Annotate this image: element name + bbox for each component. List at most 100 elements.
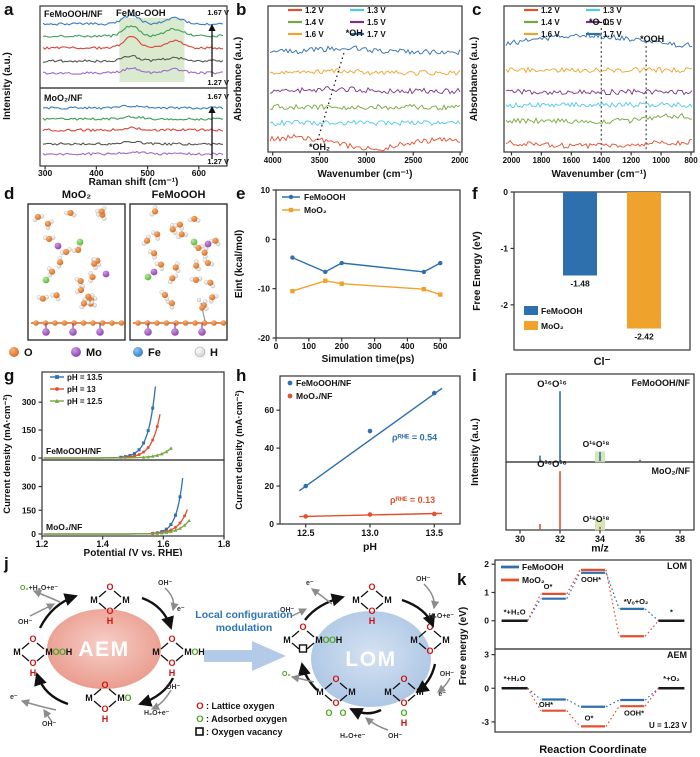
cycle-arrow <box>349 707 382 720</box>
raman-curves-femoooh <box>42 13 224 75</box>
svg-text:M: M <box>283 635 291 645</box>
subpanel-title: FeMoOOH/NF <box>632 378 691 388</box>
svg-text:O: O <box>368 582 375 592</box>
x-tick: 300 <box>38 168 52 178</box>
ph-series-FeMoOOHNF: ρᴿᴴᴱ = 0.54 <box>298 387 443 492</box>
y-tick: 60 <box>265 405 275 415</box>
frame <box>275 189 461 339</box>
lom-species-label: OH⁻ <box>440 671 455 678</box>
panel-a: a FeMoOOH/NF FeMo-OOH MoO₂/NF 1.67 V 1.27 V 1… <box>0 0 232 186</box>
legend-text: : Oxygen vacancy <box>206 727 283 737</box>
legend-label: pH = 13.5 <box>67 373 103 382</box>
x-tick: 12.5 <box>297 528 315 538</box>
energy-levels-AEM <box>501 687 685 728</box>
legend-label: FeMoOOH <box>541 306 583 316</box>
y-axis-label: Absorbance (a.u.) <box>233 37 244 121</box>
subpanel-title: MoO₂/NF <box>652 466 691 476</box>
svg-text:M: M <box>117 693 125 703</box>
legend-label: 1.4 V <box>305 18 324 27</box>
species-flow-arrow <box>20 699 57 711</box>
x-tick: 1600 <box>562 156 580 165</box>
svg-text:M: M <box>45 647 53 657</box>
y-axis-label: Free energy (eV) <box>458 607 469 685</box>
md-snapshot-femoooh <box>129 203 228 341</box>
aem-species-label: OH⁻ <box>42 721 57 728</box>
panel-h-canvas: 0 20 40 60 12.5 13.0 13.5 ρᴿᴴᴱ = 0.54 ρᴿᴴᴱ = 0.1… <box>234 375 461 552</box>
y-tick: 150 <box>22 505 36 515</box>
x-axis-label: Potential (V vs. RHE) <box>84 548 183 556</box>
aem-release-label: O₂+H₂O+e⁻ <box>20 585 58 592</box>
atom-legend-item: O <box>9 347 33 359</box>
x-tick: 1400 <box>592 156 610 165</box>
panel-d-canvas: MoO₂ FeMoOOH O Mo Fe H <box>9 189 228 359</box>
svg-text:M: M <box>348 687 356 697</box>
atom-legend-label: Fe <box>148 347 161 359</box>
y-tick: -20 <box>258 333 271 343</box>
vacancy-symbol <box>195 727 204 736</box>
y-tick: 20 <box>265 481 275 491</box>
y-tick: -2 <box>500 300 508 310</box>
panel-d-tag: d <box>4 184 15 203</box>
y-tick: 300 <box>22 482 36 492</box>
peak-label: O¹⁶O¹⁶ <box>537 379 567 390</box>
cycle-arrow <box>297 662 318 691</box>
panel-i: i O¹⁶O¹⁶ O¹⁶O¹⁸ FeMoOOH/NF O¹⁶O¹⁶ O¹⁶O¹⁸ MoO₂… <box>468 366 700 552</box>
cycle-arrow <box>304 593 345 621</box>
svg-text:O: O <box>329 635 336 645</box>
legend-label: 1.7 V <box>603 30 622 39</box>
raman-curves-moo2 <box>42 104 224 156</box>
potential-note: U = 1.23 V <box>649 721 688 730</box>
panel-d: d MoO₂ FeMoOOH O Mo Fe H <box>0 182 232 366</box>
legend: FeMoOOH/NF MoO₂/NF <box>287 378 351 401</box>
legend-label: FeMoOOH <box>522 562 564 572</box>
aem-species-label: OH⁻ <box>158 580 173 587</box>
species-flow-arrow <box>150 689 172 710</box>
legend-text: : Lattice oxygen <box>206 701 275 711</box>
modulation-text-line1: Local configuration <box>195 609 292 621</box>
x-tick: 2000 <box>451 156 468 165</box>
svg-text:M: M <box>384 595 392 605</box>
free-energy-bar-MoO <box>627 192 661 329</box>
x-tick: 200 <box>335 341 349 351</box>
panel-j-tag: j <box>4 554 9 573</box>
panel-g: g 0 150 300 FeMoOOH/NF 0 150 300 MoO₂/NF pH = 13… <box>0 366 232 556</box>
svg-text:M: M <box>90 595 98 605</box>
y-tick: 300 <box>22 397 36 407</box>
legend-label: MoO₂ <box>541 321 564 331</box>
panel-i-canvas: O¹⁶O¹⁶ O¹⁶O¹⁸ FeMoOOH/NF O¹⁶O¹⁶ O¹⁶O¹⁸ MoO₂/N… <box>470 373 695 553</box>
legend-text: : Adsorbed oxygen <box>206 714 287 724</box>
x-tick: 13.5 <box>426 528 444 538</box>
svg-text:O: O <box>322 635 329 645</box>
legend-label: MoO₂ <box>522 575 545 585</box>
step-label: * <box>670 608 673 617</box>
legend-label: 1.2 V <box>305 6 324 15</box>
legend-label: FeMoOOH/NF <box>296 378 351 388</box>
step-label: OH* <box>539 700 553 709</box>
x-tick: 32 <box>555 534 565 544</box>
svg-text:O: O <box>106 582 113 592</box>
x-tick: 13.0 <box>361 528 379 538</box>
x-axis-label: m/z <box>591 543 609 553</box>
y-tick: 0 <box>31 453 36 463</box>
m-o-m-motif: M M O O HO <box>283 622 342 653</box>
svg-text:H: H <box>198 647 205 657</box>
femoooh-nf-title: FeMoOOH/NF <box>44 9 103 19</box>
atom-legend-item: Fe <box>133 347 161 359</box>
ftir-curves <box>269 45 461 152</box>
svg-text:O: O <box>339 708 346 718</box>
step-label: *+H₂O <box>504 674 526 683</box>
species-flow-arrow <box>164 587 179 612</box>
svg-text:M: M <box>184 647 192 657</box>
y-axis-label: Current density (mA·cm⁻²) <box>2 394 13 514</box>
panel-b-tag: b <box>236 0 247 19</box>
svg-text:M: M <box>122 595 130 605</box>
step-label: O* <box>585 714 594 723</box>
cycle-arrow <box>34 672 69 706</box>
svg-text:O: O <box>59 647 66 657</box>
peak-label: O¹⁶O¹⁶ <box>537 459 567 470</box>
y-tick: 0 <box>484 616 489 626</box>
